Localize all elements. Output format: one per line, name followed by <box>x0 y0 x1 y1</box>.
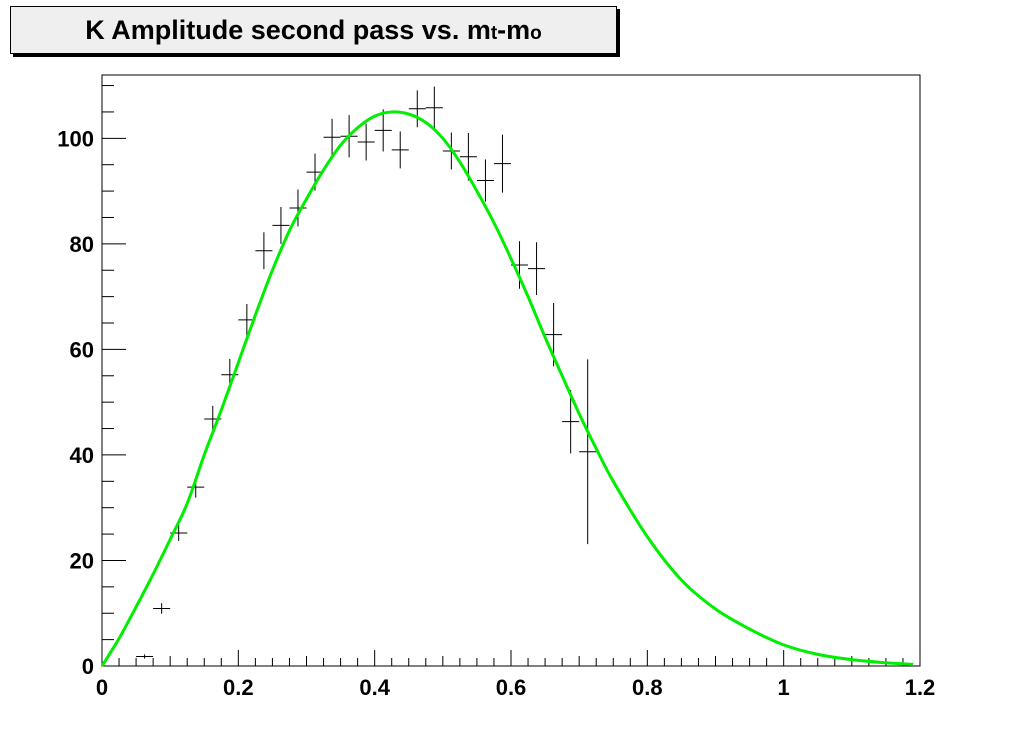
y-tick-label: 20 <box>70 548 94 573</box>
y-tick-label: 80 <box>70 232 94 257</box>
title-main: K Amplitude second pass vs. m <box>85 14 491 45</box>
data-point <box>289 189 307 227</box>
data-point <box>153 603 171 614</box>
x-tick-label: 0.8 <box>632 675 663 700</box>
data-point <box>459 133 477 181</box>
title-mid: -m <box>497 14 531 45</box>
title-subscript-t: t <box>490 23 498 44</box>
title-subscript-o: o <box>530 23 542 44</box>
y-tick-label: 100 <box>57 126 94 151</box>
chart-title: K Amplitude second pass vs. m t -m o <box>10 6 617 54</box>
data-point <box>391 131 409 169</box>
data-point <box>357 123 375 161</box>
y-tick-label: 40 <box>70 443 94 468</box>
x-tick-label: 0.4 <box>359 675 390 700</box>
x-tick-label: 0.6 <box>496 675 527 700</box>
data-point <box>528 242 546 296</box>
data-point <box>374 109 392 152</box>
data-point <box>408 90 426 128</box>
data-point <box>425 86 443 129</box>
data-point <box>493 134 511 193</box>
data-point <box>272 206 290 244</box>
y-tick-label: 0 <box>82 654 94 679</box>
x-tick-label: 0 <box>96 675 108 700</box>
fit-curve <box>100 110 914 667</box>
x-tick-label: 0.2 <box>223 675 254 700</box>
data-point <box>136 654 154 659</box>
data-point <box>562 390 580 454</box>
x-tick-label: 1.2 <box>905 675 936 700</box>
data-point <box>323 118 341 156</box>
y-tick-label: 60 <box>70 337 94 362</box>
data-point <box>255 232 273 270</box>
data-point <box>476 159 494 202</box>
x-tick-label: 1 <box>778 675 790 700</box>
data-point <box>579 359 597 545</box>
